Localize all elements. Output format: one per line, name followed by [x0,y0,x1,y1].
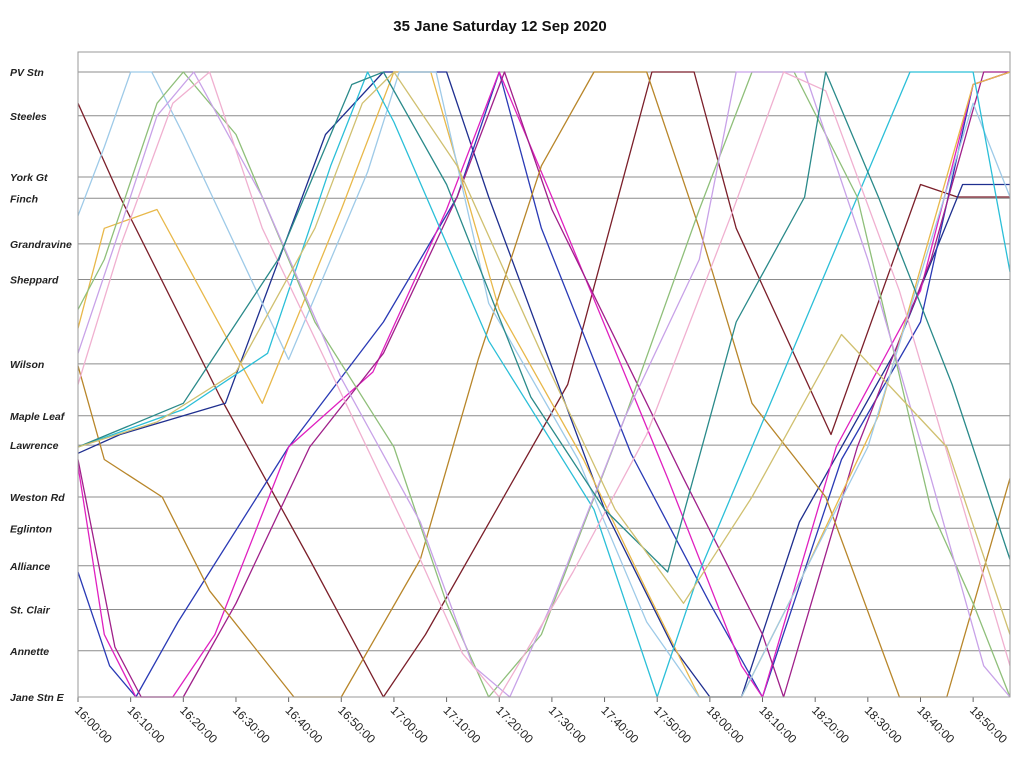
stop-axis: PV Stn Steeles York Gt Finch Grandravine Shep… [9,67,72,704]
vehicle-trace-7 [77,71,1011,698]
vehicle-trace-13 [77,71,1011,573]
stop-label: Jane Stn E [10,692,65,704]
stop-label: Eglinton [10,523,52,535]
vehicle-trace-2 [77,71,1010,698]
vehicle-trace-3 [77,71,1011,698]
x-tick-label: 17:50:00 [651,703,694,746]
vehicle-trace-1 [77,71,1010,698]
x-tick-label: 16:50:00 [335,703,378,746]
x-tick-label: 18:30:00 [862,703,905,746]
vehicle-trace-10 [77,71,1011,698]
time-axis: 16:00:00 16:10:00 16:20:00 16:30:00 16:40:00… [72,697,1010,746]
x-tick-label: 17:00:00 [388,703,431,746]
vehicle-trace-6 [77,71,1011,698]
stop-label: Steeles [10,111,47,123]
stop-label: St. Clair [10,605,51,617]
stop-label: Weston Rd [10,492,65,504]
vehicle-trace-11 [77,71,1011,698]
x-tick-label: 16:00:00 [72,703,115,746]
x-tick-label: 18:00:00 [704,703,747,746]
x-tick-label: 17:20:00 [493,703,536,746]
stop-label: Grandravine [10,239,72,251]
stop-label: Lawrence [10,440,59,452]
x-tick-label: 17:40:00 [598,703,641,746]
x-tick-label: 18:20:00 [809,703,852,746]
x-tick-label: 18:50:00 [967,703,1010,746]
stop-label: Alliance [9,561,50,573]
stop-label: Sheppard [10,275,59,287]
chart-title: 35 Jane Saturday 12 Sep 2020 [393,18,607,35]
x-tick-label: 18:40:00 [914,703,957,746]
x-tick-label: 16:20:00 [177,703,220,746]
series-lines [77,71,1011,698]
plot-frame [77,51,1011,698]
stop-label: Annette [9,646,49,658]
x-tick-label: 16:30:00 [230,703,273,746]
vehicle-trace-14 [77,71,1011,635]
x-tick-label: 17:30:00 [546,703,589,746]
vehicle-trace-8 [77,71,1011,698]
stop-label: Wilson [10,359,44,371]
stop-label: York Gt [10,172,48,184]
x-tick-label: 18:10:00 [756,703,799,746]
stop-label: Maple Leaf [10,411,66,423]
stop-label: PV Stn [10,67,44,79]
vehicle-trace-9 [77,71,1011,698]
x-tick-label: 17:10:00 [440,703,483,746]
x-tick-label: 16:10:00 [125,703,168,746]
stop-label: Finch [10,193,38,205]
x-tick-label: 16:40:00 [283,703,326,746]
